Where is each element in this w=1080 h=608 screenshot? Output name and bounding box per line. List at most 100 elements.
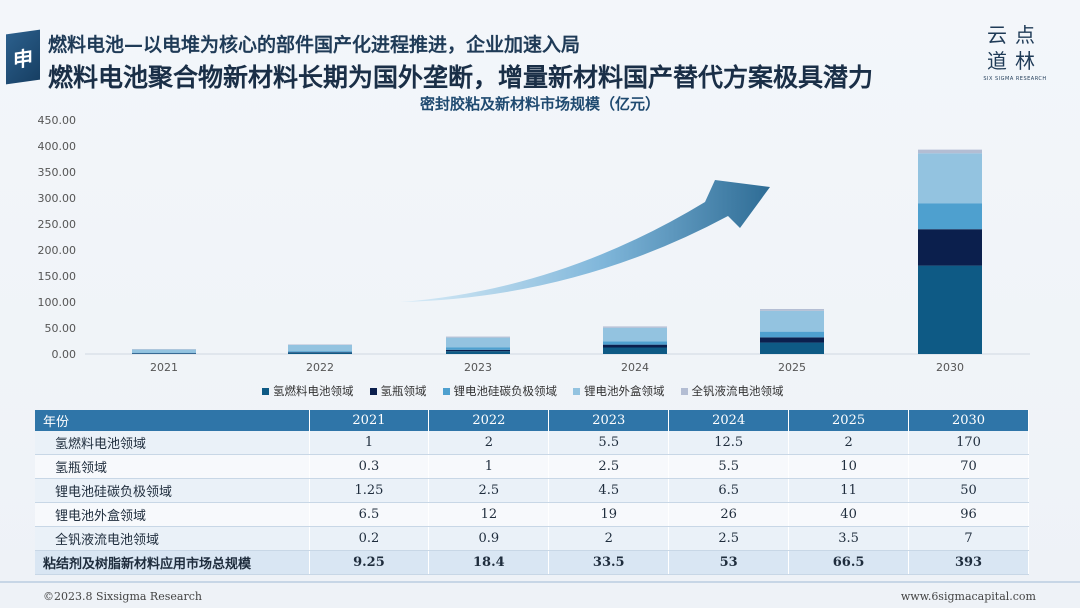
- table-cell: 11: [788, 478, 910, 503]
- table-header-cell: 2021: [309, 410, 430, 431]
- y-tick-label: 0.00: [52, 348, 77, 361]
- table-cell: 5.5: [548, 431, 670, 455]
- table-cell: 40: [788, 502, 910, 527]
- x-tick-label: 2030: [936, 361, 964, 374]
- table-header-cell: 年份: [35, 410, 310, 431]
- table-header-cell: 2022: [428, 410, 550, 431]
- legend-swatch-icon: [442, 387, 450, 395]
- legend-label: 锂电池外盒领域: [584, 384, 665, 398]
- table-cell: 2.5: [548, 454, 670, 479]
- legend-swatch-icon: [262, 387, 269, 395]
- y-tick-label: 250.00: [38, 218, 77, 231]
- bar-segment: [760, 310, 824, 332]
- table-total-cell: 18.4: [428, 550, 550, 575]
- bar-segment: [288, 351, 352, 353]
- bar-segment: [132, 352, 196, 354]
- y-tick-label: 150.00: [38, 270, 77, 283]
- table-cell: 2: [788, 431, 910, 455]
- table-cell: 全钒液流电池领域: [35, 526, 310, 551]
- y-tick-label: 400.00: [38, 140, 77, 153]
- bar-segment: [918, 153, 982, 204]
- legend-label: 氢燃料电池领域: [273, 384, 354, 398]
- table-cell: 2: [428, 431, 550, 455]
- brand-line-2: 道林: [987, 49, 1043, 73]
- table-cell: 170: [908, 431, 1029, 455]
- table-row: 锂电池硅碳负极领域 1.25 2.5 4.5 6.5 11 50: [35, 478, 1029, 503]
- table-cell: 锂电池外盒领域: [35, 502, 310, 527]
- table-cell: 锂电池硅碳负极领域: [35, 478, 310, 503]
- bar-segment: [918, 203, 982, 230]
- table-cell: 6.5: [668, 478, 790, 503]
- bar-segment: [132, 349, 196, 350]
- brand-logo-icon: 申: [6, 29, 40, 85]
- table-row: 氢瓶领域 0.3 1 2.5 5.5 10 70: [35, 454, 1029, 479]
- bar-segment: [760, 331, 824, 338]
- legend-label: 锂电池硅碳负极领域: [453, 384, 558, 398]
- bar-segment: [446, 337, 510, 348]
- x-tick-label: 2022: [306, 361, 334, 374]
- table-cell: 96: [908, 502, 1029, 527]
- bar-segment: [603, 327, 667, 342]
- table-cell: 12.5: [668, 431, 790, 455]
- y-tick-label: 300.00: [38, 192, 77, 205]
- legend-label: 全钒液流电池领域: [691, 384, 784, 398]
- table-cell: 26: [668, 502, 790, 527]
- footer-divider: [0, 581, 1080, 583]
- legend-item: 锂电池外盒领域: [573, 383, 665, 399]
- y-tick-label: 50.00: [45, 322, 77, 335]
- x-tick-label: 2021: [150, 361, 178, 374]
- table-header-cell: 2025: [788, 410, 910, 431]
- bar-segment: [288, 344, 352, 345]
- brand-line-3: SIX SIGMA RESEARCH: [983, 76, 1047, 82]
- footer-website: www.6sigmacapital.com: [900, 590, 1036, 603]
- section-title: 燃料电池—以电堆为核心的部件国产化进程推进，企业加速入局: [48, 34, 581, 56]
- table-cell: 1: [428, 454, 550, 479]
- y-tick-label: 200.00: [38, 244, 77, 257]
- table-cell: 7: [908, 526, 1029, 551]
- page-title: 燃料电池聚合物新材料长期为国外垄断，增量新材料国产替代方案极具潜力: [48, 63, 874, 92]
- x-tick-label: 2023: [464, 361, 492, 374]
- legend-item: 全钒液流电池领域: [680, 383, 784, 399]
- bar-segment: [446, 349, 510, 352]
- chart-legend: 氢燃料电池领域 氢瓶领域 锂电池硅碳负极领域 锂电池外盒领域 全钒液流电池领域: [262, 383, 784, 399]
- table-header-cell: 2023: [548, 410, 670, 431]
- bar-segment: [918, 149, 982, 154]
- table-cell: 氢燃料电池领域: [35, 431, 310, 455]
- table-cell: 10: [788, 454, 910, 479]
- footer-copyright: ©2023.8 Sixsigma Research: [43, 590, 202, 603]
- growth-arrow-icon: [400, 180, 770, 302]
- y-tick-label: 100.00: [38, 296, 77, 309]
- bar-segment: [603, 326, 667, 328]
- chart-title: 密封胶粘及新材料市场规模（亿元）: [419, 95, 660, 113]
- table-cell: 50: [908, 478, 1029, 503]
- legend-swatch-icon: [369, 387, 377, 395]
- legend-item: 氢瓶领域: [369, 383, 427, 399]
- table-cell: 6.5: [309, 502, 430, 527]
- bar-segment: [288, 352, 352, 353]
- bar-segment: [132, 353, 196, 354]
- table-cell: 3.5: [788, 526, 910, 551]
- bar-segment: [446, 347, 510, 350]
- bar-segment: [918, 229, 982, 266]
- table-row: 锂电池外盒领域 6.5 12 19 26 40 96: [35, 502, 1029, 527]
- table-cell: 2.5: [668, 526, 790, 551]
- table-header-cell: 2024: [668, 410, 790, 431]
- bar-segment: [918, 265, 982, 354]
- bar-segment: [288, 344, 352, 352]
- table-cell: 1.25: [309, 478, 430, 503]
- brand-mark: 云点 道林 SIX SIGMA RESEARCH: [975, 22, 1055, 82]
- bar-segment: [760, 309, 824, 311]
- bar-segment: [446, 336, 510, 338]
- table-total-cell: 393: [908, 550, 1029, 575]
- table-cell: 4.5: [548, 478, 670, 503]
- bar-segment: [446, 351, 510, 354]
- table-header-row: 年份 2021 2022 2023 2024 2025 2030: [35, 410, 1029, 431]
- x-tick-label: 2024: [621, 361, 649, 374]
- data-table: 年份 2021 2022 2023 2024 2025 2030 氢燃料电池领域 1 2 5.5 1…: [35, 410, 1029, 575]
- bar-segment: [760, 342, 824, 354]
- x-tick-label: 2025: [778, 361, 806, 374]
- bar-segment: [603, 344, 667, 348]
- y-tick-label: 350.00: [38, 166, 77, 179]
- table-cell: 氢瓶领域: [35, 454, 310, 479]
- table-cell: 1: [309, 431, 430, 455]
